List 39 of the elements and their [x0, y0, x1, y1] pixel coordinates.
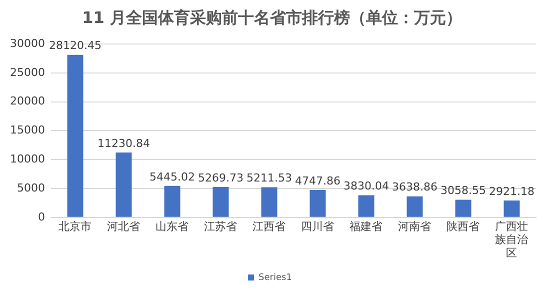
bar: [261, 187, 278, 217]
bar: [212, 186, 229, 217]
y-tick-label: 25000: [10, 66, 45, 79]
x-tick-label: 江西省: [252, 220, 286, 233]
x-tick-label: 河北省: [107, 220, 140, 233]
data-label: 28120.45: [48, 39, 102, 52]
data-label: 2921.18: [489, 184, 534, 198]
data-label: 5211.53: [246, 172, 292, 185]
y-tick-label: 5000: [16, 181, 45, 194]
data-label: 3638.86: [392, 180, 438, 194]
y-tick-label: 15000: [10, 124, 45, 137]
bar: [310, 190, 326, 217]
bar: [116, 152, 132, 217]
y-tick-label: 10000: [10, 152, 45, 166]
x-tick-label: 北京市: [58, 220, 92, 233]
data-label: 3058.55: [440, 184, 486, 198]
bar: [455, 200, 472, 217]
legend-label: Series1: [258, 272, 292, 283]
x-tick-label: 河南省: [398, 220, 432, 233]
data-label: 3830.04: [343, 180, 389, 193]
data-label: 5445.02: [149, 170, 195, 184]
x-tick-label: 江苏省: [204, 220, 238, 233]
bar: [504, 200, 520, 217]
y-tick-label: 30000: [10, 36, 45, 50]
y-tick-label: 0: [38, 210, 45, 224]
bar: [164, 186, 180, 217]
data-label: 5269.73: [198, 171, 244, 184]
x-tick-label: 山东省: [156, 220, 189, 233]
y-tick-label: 20000: [10, 94, 45, 108]
x-tick-label: 陕西省: [446, 220, 480, 233]
bar: [406, 196, 423, 217]
data-label: 4747.86: [294, 174, 340, 188]
x-tick-label: 福建省: [350, 220, 383, 233]
x-tick-label: 广西壮族自治区: [495, 220, 528, 260]
bar: [358, 195, 374, 217]
x-tick-label: 四川省: [301, 220, 334, 233]
bar: [67, 54, 84, 217]
data-label: 11230.84: [97, 136, 150, 150]
chart-title: 11 月全国体育采购前十名省市排行榜（单位：万元）: [81, 8, 463, 29]
